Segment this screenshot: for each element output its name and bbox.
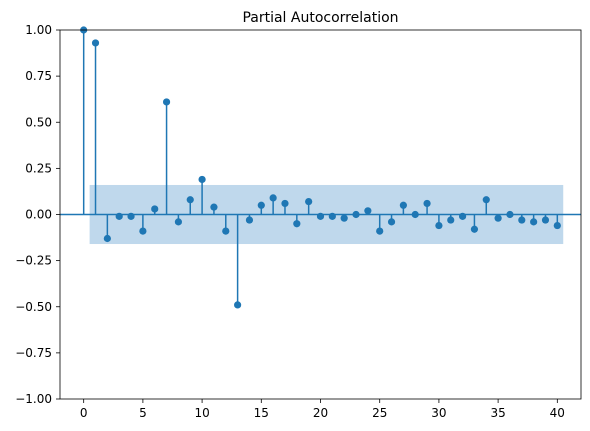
stem-marker [316,212,325,220]
stem-marker [352,210,360,219]
stem-marker [364,207,372,215]
stem-marker [115,212,123,220]
markers-layer [80,26,561,309]
stem-marker [340,214,348,222]
x-tick-label: 15 [254,406,269,420]
stem-marker [162,98,171,106]
stem-marker [198,175,206,184]
x-tick-label: 5 [139,406,147,420]
stem-marker [127,212,135,220]
x-tick-label: 35 [490,406,505,420]
stem-marker [328,212,336,220]
stem-marker [541,216,550,224]
y-tick-label: −0.25 [15,254,52,268]
stems-layer [82,30,559,305]
stem-marker [518,216,526,224]
y-tick-label: −1.00 [15,392,52,406]
stem-marker [530,218,538,226]
stem-marker [470,225,479,233]
stem-marker [186,196,194,204]
y-tick-label: 1.00 [25,23,52,37]
stem-marker [257,201,265,209]
y-tick-label: 0.50 [25,115,52,129]
stem-marker [103,234,111,243]
stem-marker [423,199,431,208]
stem-marker [269,194,277,202]
stem-marker [387,218,396,226]
stem-marker [435,221,443,230]
stem-marker [447,216,455,224]
stem-marker [222,227,230,235]
stem-marker [305,197,313,206]
stem-marker [494,214,502,222]
stem-marker [151,205,159,213]
stem-marker [458,212,467,220]
y-tick-label: −0.75 [15,346,52,360]
y-tick-label: −0.50 [15,300,52,314]
y-tick-label: 0.75 [25,69,52,83]
y-tick-label: 0.00 [25,208,52,222]
x-tick-label: 30 [431,406,446,420]
stem-marker [376,227,384,235]
stem-marker [411,210,419,219]
stem-marker [553,221,561,230]
chart-title: Partial Autocorrelation [242,10,398,26]
y-tick-label: 0.25 [25,161,52,175]
stem-marker [234,301,242,309]
stem-marker [482,196,490,204]
x-ticks-layer: 0 5 10 15 20 25 30 35 40 [80,399,565,420]
stem-marker [506,210,514,219]
stem-marker [174,218,183,226]
stem-marker [91,39,100,47]
stem-marker [245,216,254,224]
stem-marker [399,201,407,209]
x-tick-label: 0 [80,406,88,420]
y-ticks-layer: −1.00 −0.75 −0.50 −0.25 0.00 0.25 0.50 0.75 1.00 [15,23,60,406]
stem-marker [210,203,218,211]
stem-marker [281,199,289,208]
x-tick-label: 20 [313,406,328,420]
x-tick-label: 10 [194,406,209,420]
stem-marker [293,220,301,228]
x-tick-label: 40 [550,406,565,420]
stem-marker [139,227,147,235]
x-tick-label: 25 [372,406,387,420]
